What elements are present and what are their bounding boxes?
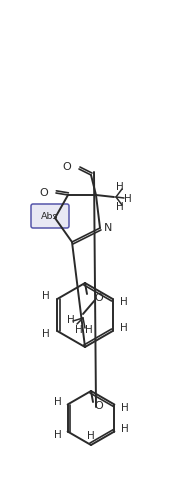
Text: O: O <box>40 188 48 198</box>
Text: H: H <box>120 424 128 434</box>
Text: H: H <box>120 402 128 412</box>
Text: O: O <box>95 293 103 303</box>
Text: H: H <box>54 429 62 440</box>
Text: H: H <box>124 194 132 204</box>
Text: H: H <box>116 182 124 192</box>
Text: N: N <box>104 223 112 233</box>
Text: H: H <box>120 297 128 307</box>
Text: Abs: Abs <box>41 212 59 221</box>
Text: H: H <box>87 431 95 441</box>
Text: O: O <box>63 162 71 172</box>
Text: H: H <box>120 323 128 333</box>
Text: O: O <box>95 401 103 411</box>
FancyBboxPatch shape <box>31 204 69 228</box>
Text: H: H <box>67 315 75 325</box>
Text: H: H <box>42 329 50 339</box>
Text: H: H <box>42 291 50 301</box>
Text: H: H <box>116 202 124 212</box>
Text: H: H <box>85 325 93 335</box>
Text: H: H <box>54 397 62 407</box>
Text: H: H <box>75 325 83 335</box>
